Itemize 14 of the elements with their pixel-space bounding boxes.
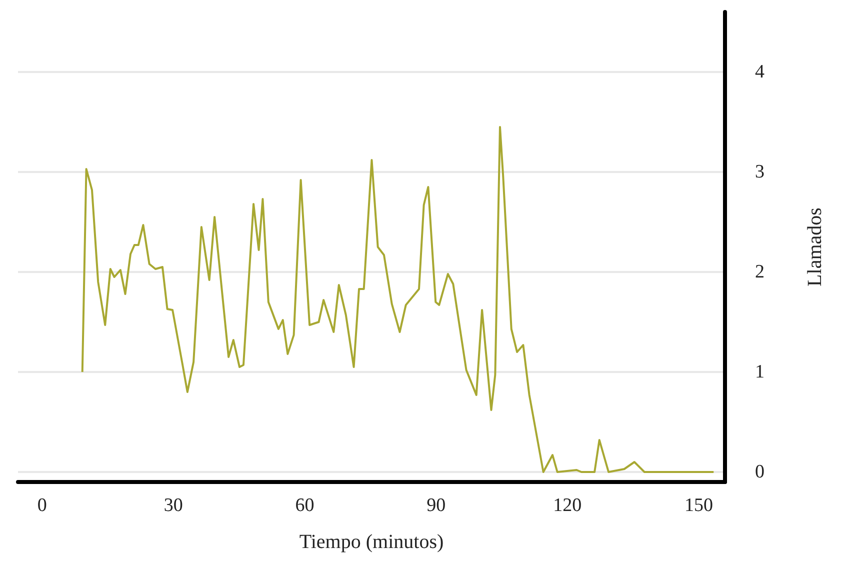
y-tick-label: 0 [755, 462, 764, 482]
y-tick-label: 2 [755, 262, 764, 282]
y-tick-label: 4 [755, 62, 765, 82]
y-tick-label: 3 [755, 162, 764, 182]
line-series [81, 126, 715, 473]
x-tick-label: 120 [553, 495, 582, 516]
y-tick-label: 1 [755, 362, 764, 382]
x-tick-label: 0 [37, 495, 47, 516]
y-axis-title: Llamados [804, 207, 826, 286]
x-tick-label: 60 [295, 495, 314, 516]
x-tick-label: 150 [684, 495, 713, 516]
x-tick-label: 30 [164, 495, 183, 516]
x-axis-title: Tiempo (minutos) [299, 531, 444, 553]
x-tick-label: 90 [426, 495, 446, 516]
